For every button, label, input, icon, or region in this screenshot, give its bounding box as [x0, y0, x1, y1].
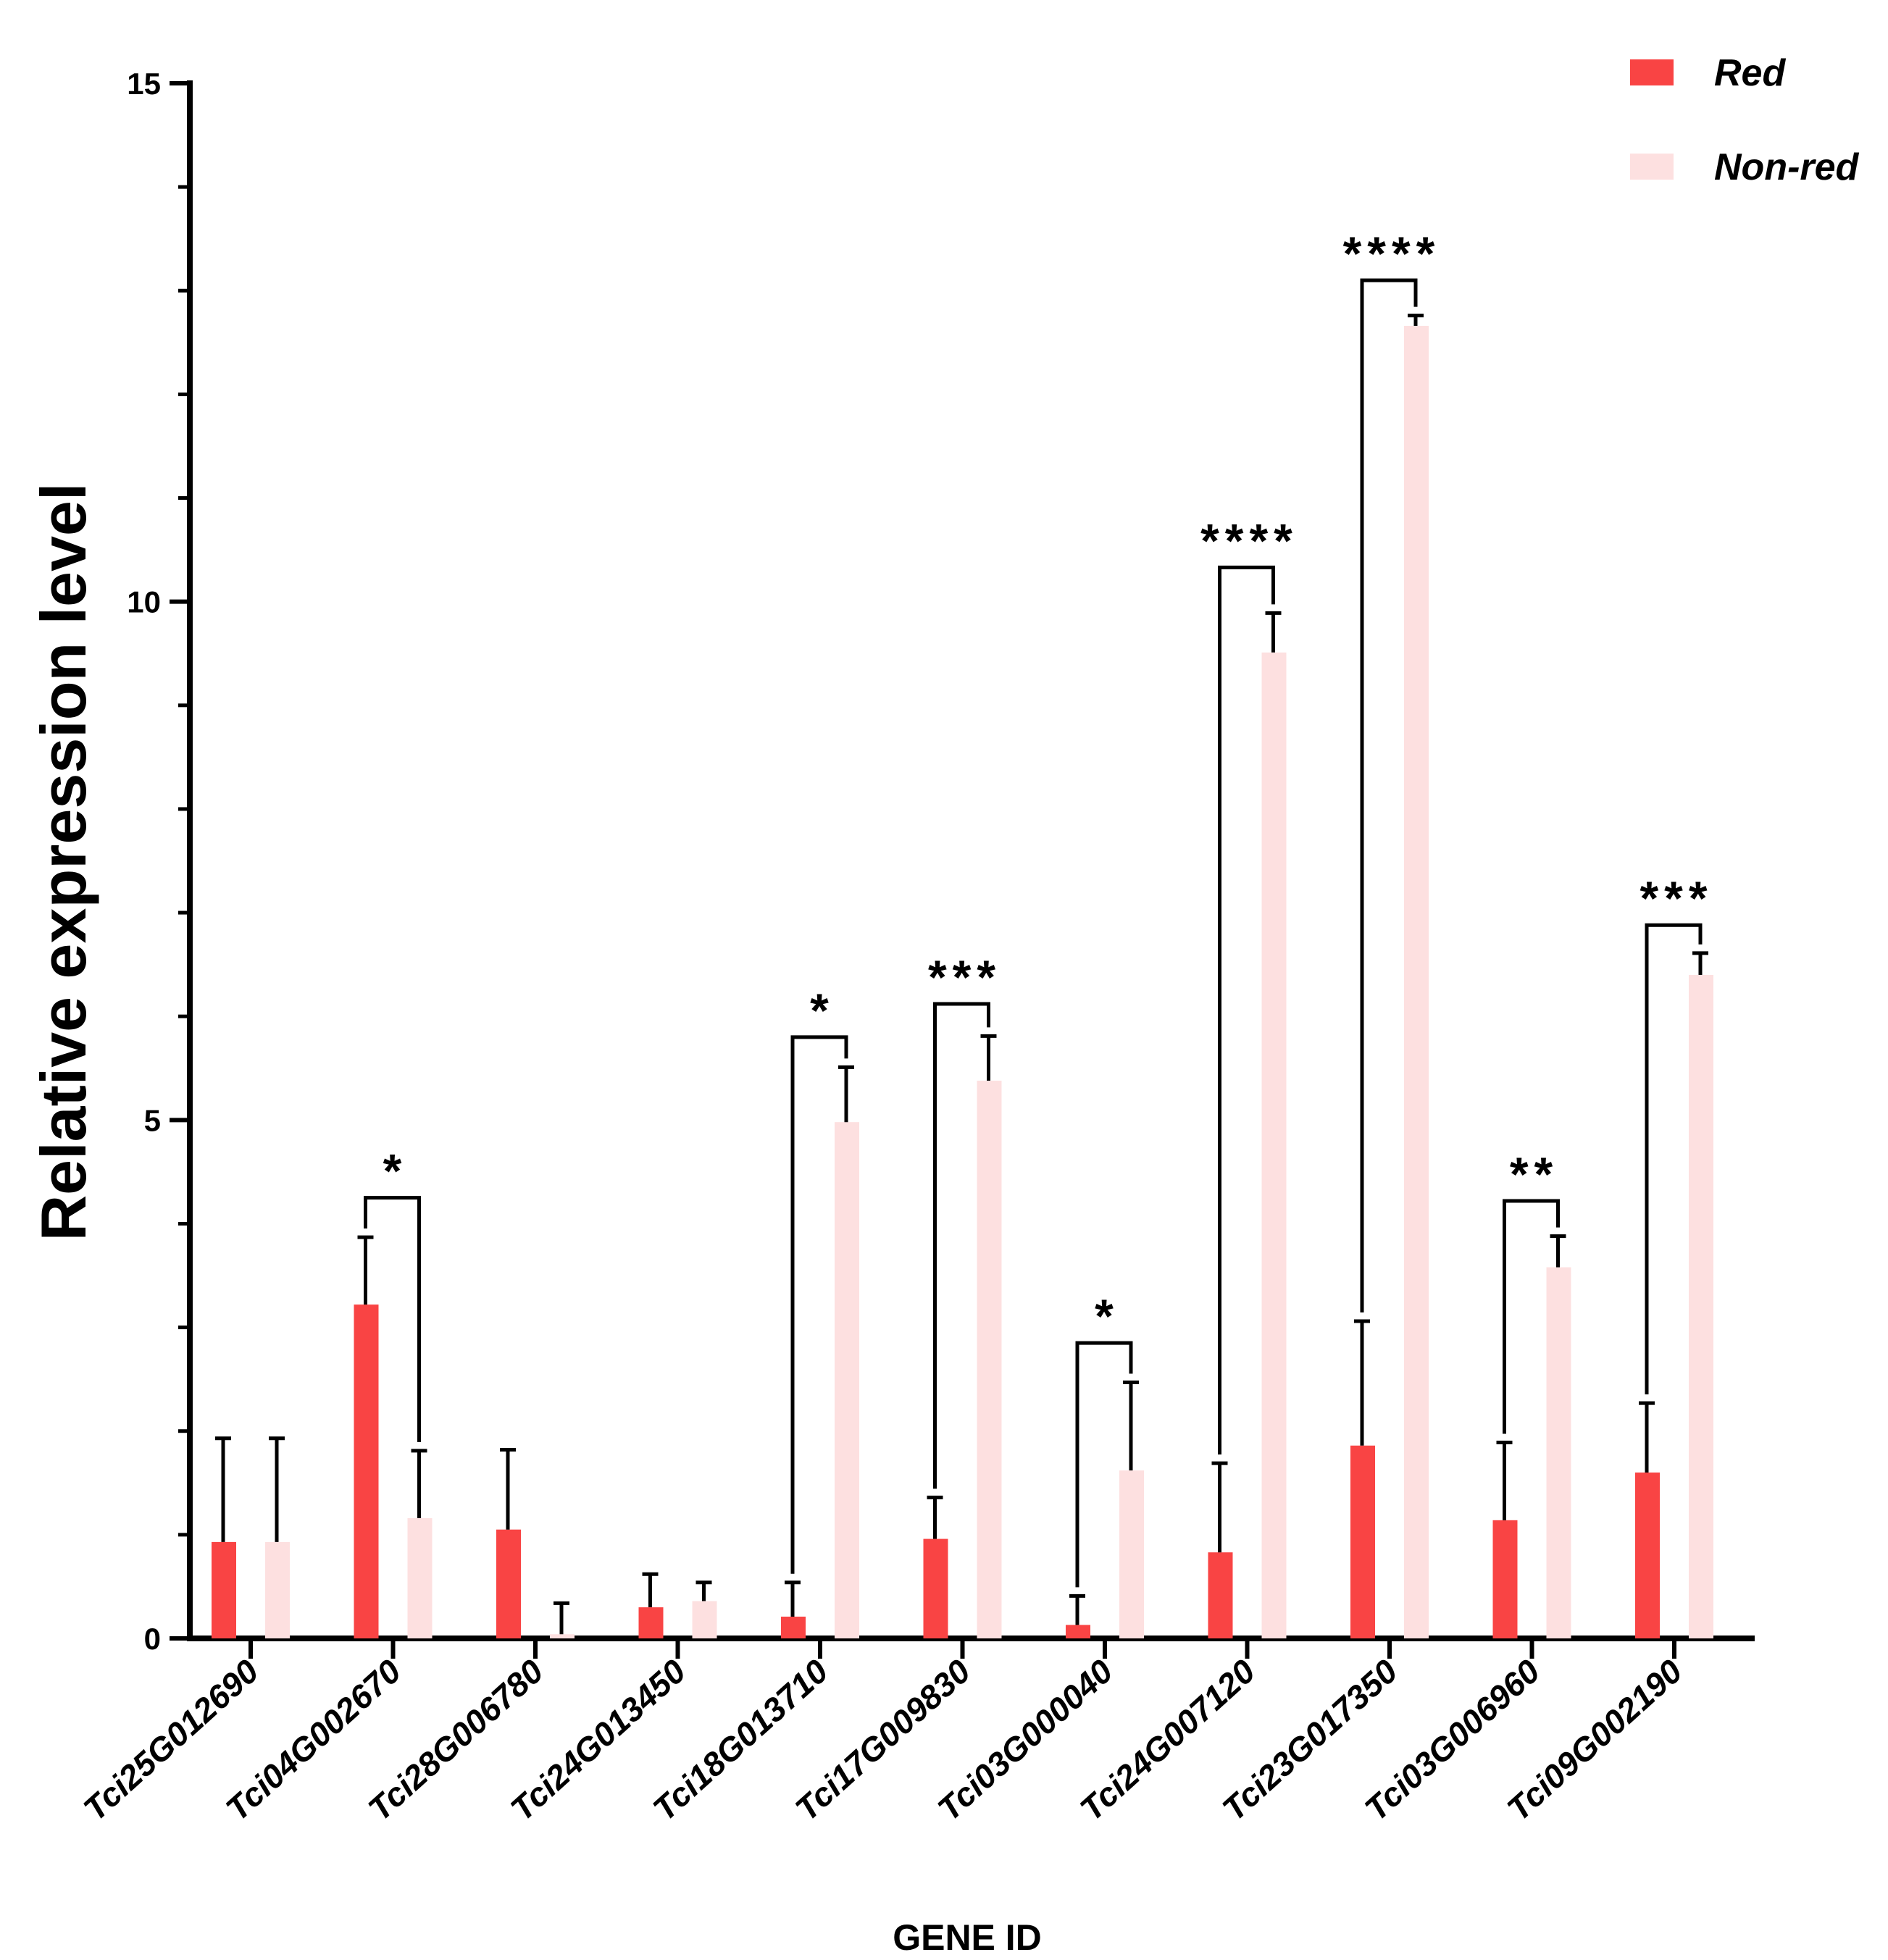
bar-non-red — [407, 1517, 433, 1638]
bar-red — [496, 1529, 521, 1638]
significance-bracket — [1645, 923, 1703, 1395]
x-axis: Tci25G012690Tci04G002670Tci28G006780Tci2… — [76, 1636, 1755, 1828]
bar-red — [1208, 1552, 1233, 1638]
legend-label: Red — [1714, 52, 1786, 94]
bar-red — [638, 1607, 664, 1638]
y-tick-label: 15 — [127, 67, 161, 101]
bar-non-red — [550, 1634, 575, 1638]
significance-label: ** — [1510, 1147, 1558, 1201]
bar-red — [212, 1541, 236, 1638]
significance-label: * — [1095, 1289, 1119, 1343]
legend-swatch — [1630, 59, 1674, 85]
significance-bracket — [790, 1035, 848, 1574]
significance-bracket — [933, 1002, 990, 1489]
bar-red — [781, 1616, 806, 1638]
bar-non-red — [1404, 325, 1429, 1638]
bar-non-red — [835, 1122, 859, 1638]
bar-non-red — [1261, 652, 1287, 1638]
significance-label: *** — [928, 950, 1001, 1004]
significance-bracket — [364, 1196, 421, 1442]
significance-label: * — [383, 1144, 408, 1198]
significance-label: *** — [1640, 871, 1713, 925]
bar-non-red — [692, 1601, 717, 1638]
significance-label: **** — [1343, 227, 1441, 280]
bar-red — [1492, 1520, 1518, 1638]
significance-brackets: ******************* — [364, 227, 1713, 1588]
bar-red — [1635, 1472, 1660, 1638]
significance-bracket — [1360, 278, 1418, 1313]
significance-bracket — [1218, 565, 1275, 1455]
legend-label: Non-red — [1714, 146, 1860, 188]
y-axis: 0 5 10 15 — [127, 67, 193, 1656]
bar-red — [1350, 1445, 1375, 1638]
y-tick-label: 0 — [144, 1622, 161, 1656]
bar-red — [1066, 1625, 1090, 1638]
bar-non-red — [977, 1080, 1002, 1638]
bar-non-red — [1546, 1267, 1571, 1638]
y-tick-label: 10 — [127, 585, 161, 619]
significance-label: **** — [1200, 514, 1298, 567]
y-axis-label: Relative expression level — [28, 483, 99, 1241]
legend: Red Non-red — [1630, 52, 1860, 188]
bar-non-red — [1119, 1470, 1144, 1638]
significance-bracket — [1075, 1341, 1133, 1588]
significance-label: * — [810, 984, 835, 1037]
x-axis-label: GENE ID — [893, 1917, 1042, 1958]
bar-red — [923, 1538, 948, 1638]
bar-red — [354, 1304, 379, 1638]
y-tick-label: 5 — [144, 1103, 161, 1137]
legend-swatch — [1630, 154, 1674, 180]
significance-bracket — [1503, 1199, 1560, 1434]
bar-non-red — [1689, 974, 1713, 1638]
error-bars — [215, 314, 1708, 1635]
bar-non-red — [265, 1541, 290, 1638]
bars — [212, 325, 1713, 1638]
